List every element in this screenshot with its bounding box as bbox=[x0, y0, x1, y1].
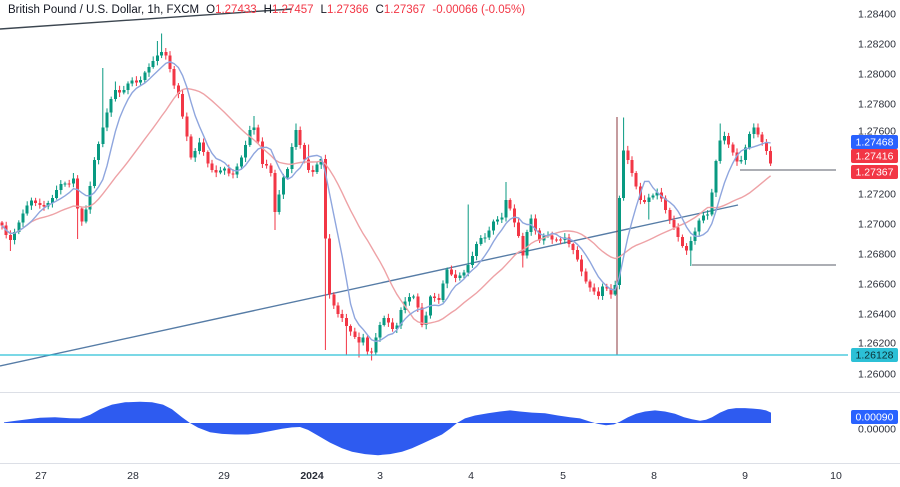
levels-layer bbox=[0, 169, 848, 356]
drawings-layer bbox=[0, 8, 739, 367]
time-tick-label[interactable]: 28 bbox=[127, 470, 139, 482]
time-tick-label[interactable]: 3 bbox=[377, 470, 383, 482]
time-tick-label[interactable]: 4 bbox=[468, 470, 474, 482]
time-axis[interactable] bbox=[0, 463, 900, 487]
ma-slow-line bbox=[1, 87, 772, 325]
price-badge bbox=[851, 165, 898, 179]
price-tick-label: 1.28000 bbox=[858, 69, 896, 81]
time-tick-label[interactable]: 27 bbox=[35, 470, 47, 482]
price-badge-text: 1.27367 bbox=[856, 167, 894, 179]
price-tick-label: 1.28400 bbox=[858, 9, 896, 21]
time-tick-label[interactable]: 29 bbox=[218, 470, 230, 482]
price-tick-label: 1.26200 bbox=[858, 338, 896, 350]
descending-top-line[interactable] bbox=[0, 8, 293, 30]
time-tick-label[interactable]: 2024 bbox=[300, 470, 324, 482]
time-tick-label[interactable]: 10 bbox=[830, 470, 842, 482]
ma-fast-line bbox=[1, 61, 771, 343]
time-axis-labels: 27 28 29 2024 3 4 5 8 9 10 bbox=[35, 470, 842, 482]
price-badges: 1.27468 1.27416 1.27367 1.26128 bbox=[851, 135, 898, 362]
price-tick-label: 1.26800 bbox=[858, 249, 896, 261]
indicator-badge-text: 0.00090 bbox=[856, 412, 894, 424]
time-tick-label[interactable]: 9 bbox=[742, 470, 748, 482]
price-badge-text: 1.27468 bbox=[856, 137, 894, 149]
indicator-value-badge bbox=[851, 410, 898, 424]
price-badge bbox=[851, 149, 898, 163]
price-badge bbox=[851, 348, 898, 362]
price-tick-label: 1.26600 bbox=[858, 279, 896, 291]
indicator-area bbox=[4, 401, 771, 456]
time-tick-label[interactable]: 8 bbox=[651, 470, 657, 482]
price-badge bbox=[851, 135, 898, 149]
separators bbox=[0, 392, 900, 464]
price-tick-label: 1.27800 bbox=[858, 99, 896, 111]
price-badge-text: 1.26128 bbox=[856, 350, 894, 362]
candles-layer bbox=[0, 33, 773, 361]
price-axis-labels: 1.28400 1.28200 1.28000 1.27800 1.27600 1.272… bbox=[858, 9, 896, 381]
moving-averages-layer bbox=[1, 61, 772, 343]
price-tick-label: 1.27600 bbox=[858, 126, 896, 138]
indicator-panel bbox=[4, 401, 771, 456]
price-badge-text: 1.27416 bbox=[856, 151, 894, 163]
price-tick-label: 1.28200 bbox=[858, 39, 896, 51]
indicator-zero-label: 0.00000 bbox=[858, 424, 896, 436]
price-axis[interactable] bbox=[833, 0, 900, 463]
ascending-trendline[interactable] bbox=[0, 204, 739, 367]
price-tick-label: 1.27200 bbox=[858, 189, 896, 201]
time-tick-label[interactable]: 5 bbox=[560, 470, 566, 482]
price-tick-label: 1.26000 bbox=[858, 369, 896, 381]
price-tick-label: 1.27000 bbox=[858, 219, 896, 231]
price-tick-label: 1.26400 bbox=[858, 309, 896, 321]
